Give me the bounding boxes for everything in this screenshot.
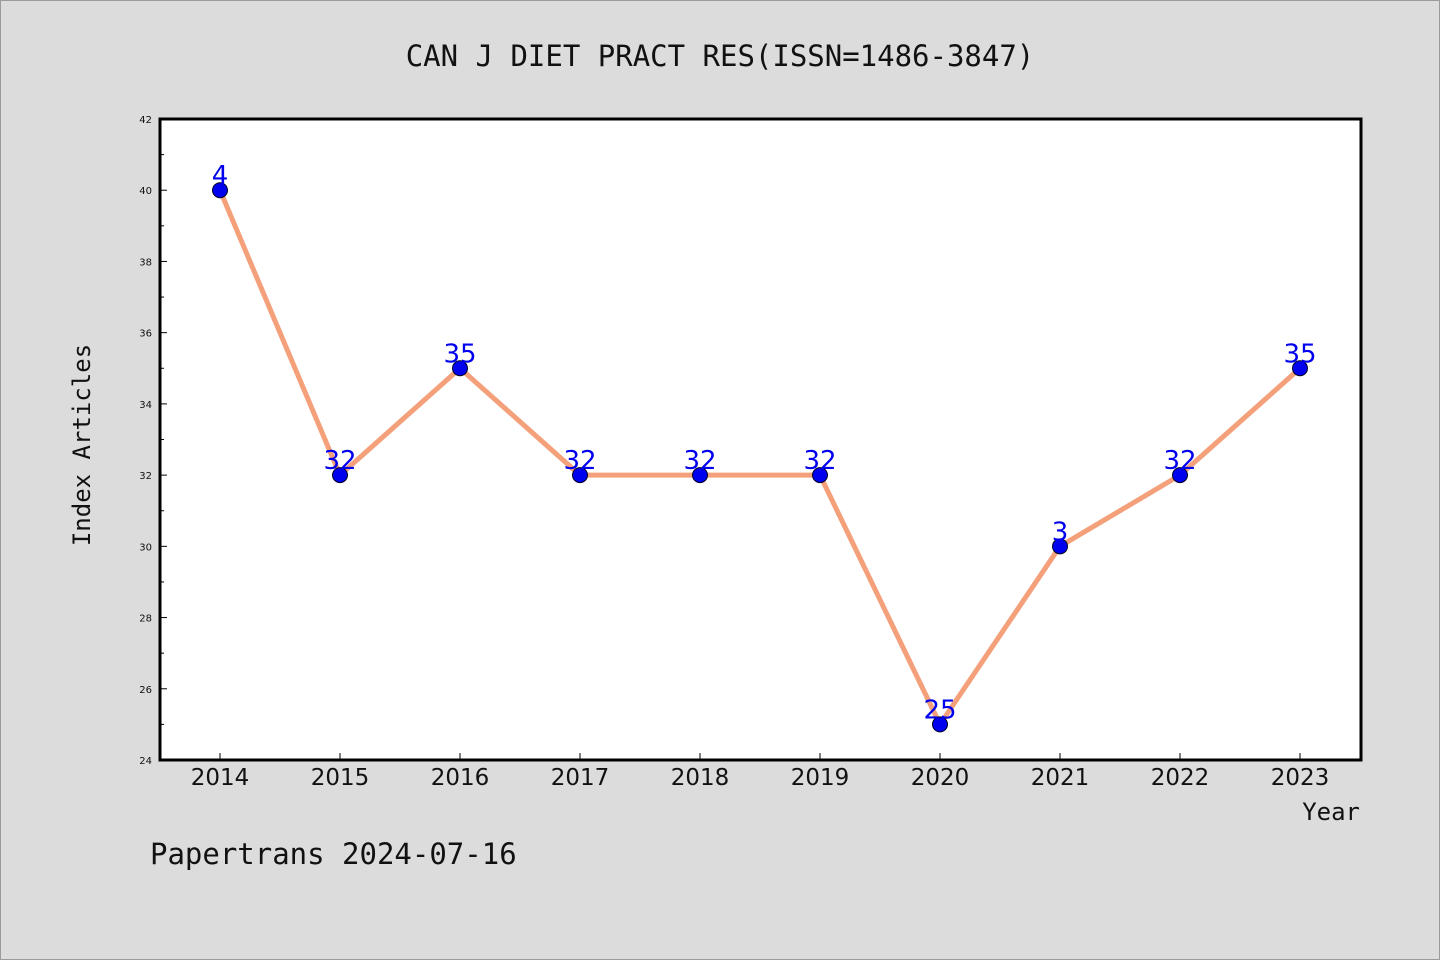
data-point xyxy=(572,467,588,484)
y-tick-label: 34 xyxy=(139,400,152,411)
series-line-path xyxy=(217,189,1302,727)
data-point xyxy=(452,360,468,377)
data-label: 32 xyxy=(803,446,836,476)
x-tick-label: 2020 xyxy=(911,765,970,791)
data-label: 35 xyxy=(443,339,476,369)
y-tick-label: 36 xyxy=(139,329,152,340)
x-tick-label: 2019 xyxy=(791,765,850,791)
y-axis: 24 26 28 30 32 34 36 38 40 42 xyxy=(139,115,167,767)
data-point xyxy=(212,182,228,199)
y-tick-label: 38 xyxy=(139,257,152,268)
data-label: 25 xyxy=(923,695,956,725)
series-line xyxy=(217,189,1302,727)
data-labels: 4 32 35 32 32 32 25 3 32 35 xyxy=(212,161,1317,725)
x-tick-label: 2018 xyxy=(671,765,730,791)
y-tick-label: 40 xyxy=(139,186,152,197)
data-point xyxy=(1172,467,1188,484)
data-label: 4 xyxy=(212,161,229,191)
chart-title: CAN J DIET PRACT RES(ISSN=1486-3847) xyxy=(406,39,1035,73)
data-label: 35 xyxy=(1283,339,1316,369)
data-label: 3 xyxy=(1052,517,1069,547)
y-axis-title: Index Articles xyxy=(68,344,96,546)
data-label: 32 xyxy=(1163,446,1196,476)
data-point xyxy=(332,467,348,484)
footer-text: Papertrans 2024-07-16 xyxy=(150,837,517,871)
data-label: 32 xyxy=(563,446,596,476)
x-axis: 2014 2015 2016 2017 2018 2019 2020 2021 2022 2023 xyxy=(191,753,1330,791)
data-point xyxy=(692,467,708,484)
x-tick-label: 2016 xyxy=(431,765,490,791)
data-point xyxy=(1052,538,1068,555)
y-tick-label: 26 xyxy=(139,685,152,696)
data-point xyxy=(812,467,828,484)
y-tick-label: 28 xyxy=(139,614,152,625)
x-tick-label: 2015 xyxy=(311,765,370,791)
x-tick-label: 2023 xyxy=(1271,765,1330,791)
x-tick-label: 2014 xyxy=(191,765,250,791)
x-tick-label: 2022 xyxy=(1151,765,1210,791)
series-markers xyxy=(212,182,1308,733)
data-point xyxy=(932,716,948,733)
data-label: 32 xyxy=(323,446,356,476)
y-tick-label: 32 xyxy=(139,471,152,482)
x-axis-title: Year xyxy=(1302,798,1360,826)
y-tick-label: 30 xyxy=(139,542,152,553)
data-point xyxy=(1292,360,1308,377)
y-tick-label: 42 xyxy=(139,115,152,126)
x-tick-label: 2017 xyxy=(551,765,610,791)
plot-area xyxy=(158,117,1363,762)
data-label: 32 xyxy=(683,446,716,476)
x-tick-label: 2021 xyxy=(1031,765,1090,791)
y-tick-label: 24 xyxy=(139,756,152,767)
